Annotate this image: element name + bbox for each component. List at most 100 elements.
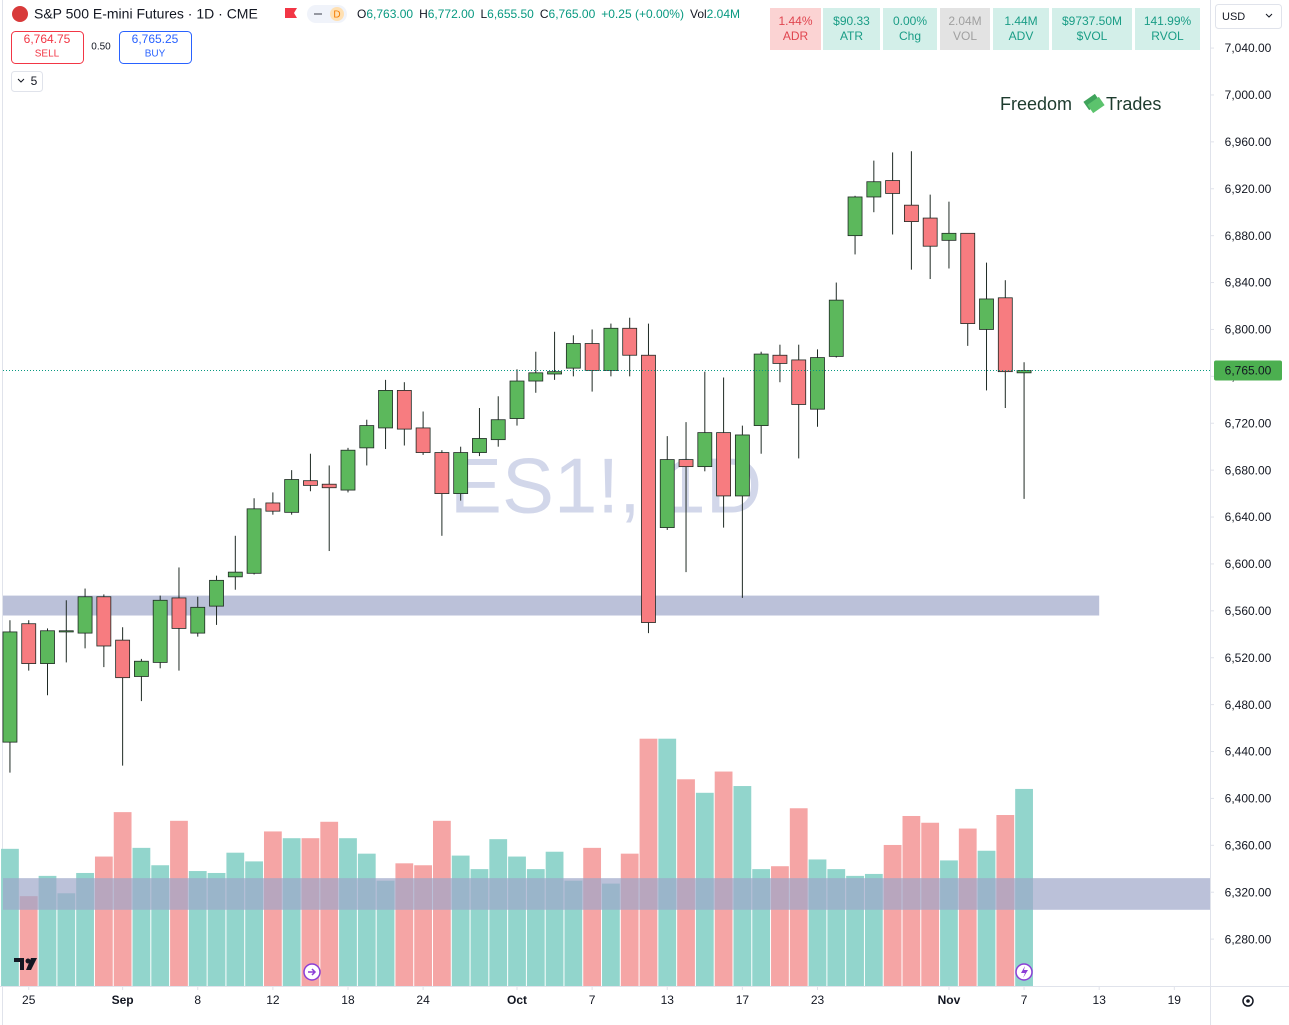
candle-body bbox=[378, 390, 393, 429]
candle-body bbox=[941, 232, 957, 241]
y-tick-label: 6,800.00 bbox=[1225, 323, 1272, 337]
candle-body bbox=[434, 452, 450, 494]
flag-icon[interactable] bbox=[285, 8, 297, 18]
stat-label: ADR bbox=[783, 29, 809, 43]
stat-box bbox=[770, 8, 821, 50]
x-tick-label: 12 bbox=[266, 993, 280, 1007]
interval-text: D bbox=[333, 10, 340, 21]
candle-body bbox=[171, 597, 187, 629]
ohlc-value: 6,655.50 bbox=[487, 7, 534, 21]
currency-chevron bbox=[1265, 13, 1273, 18]
symbol-logo[interactable] bbox=[12, 6, 28, 22]
candle-body bbox=[415, 427, 431, 453]
volume-bar bbox=[508, 856, 526, 986]
volume-value: 2.04M bbox=[707, 7, 740, 21]
y-tick-label: 6,640.00 bbox=[1225, 510, 1272, 524]
candle-body bbox=[997, 297, 1013, 373]
volume-bar bbox=[883, 844, 902, 986]
spread: 0.50 bbox=[91, 42, 111, 53]
stat-box bbox=[883, 8, 937, 50]
x-tick-label: 23 bbox=[811, 993, 825, 1007]
candle-body bbox=[303, 480, 318, 486]
y-tick-label: 7,000.00 bbox=[1225, 88, 1272, 102]
y-tick-label: 6,560.00 bbox=[1225, 604, 1272, 618]
candle-body bbox=[96, 596, 112, 647]
candle-body bbox=[77, 596, 93, 634]
symbol-title[interactable]: S&P 500 E-mini Futures · 1D · CME bbox=[34, 6, 258, 22]
sell-button[interactable] bbox=[11, 31, 84, 64]
ohlc-value: 6,765.00 bbox=[549, 7, 596, 21]
candle-body bbox=[960, 232, 976, 324]
candle-body bbox=[190, 606, 206, 634]
currency-select[interactable] bbox=[1215, 4, 1282, 29]
y-tick-label: 6,680.00 bbox=[1225, 463, 1272, 477]
volume-bar bbox=[301, 838, 320, 986]
volume-bar bbox=[1, 848, 19, 986]
candle-body bbox=[772, 354, 788, 364]
volume-bar bbox=[658, 738, 677, 986]
candle-body bbox=[472, 438, 487, 453]
volume-bar bbox=[583, 847, 602, 986]
stat-label: ATR bbox=[840, 29, 863, 43]
candle-body bbox=[209, 579, 224, 607]
settings-icon[interactable] bbox=[1242, 995, 1254, 1007]
candle-body bbox=[284, 479, 300, 513]
buy-price[interactable]: 6,765.25 bbox=[132, 32, 179, 46]
volume-bar bbox=[489, 839, 508, 986]
buy-label[interactable]: BUY bbox=[145, 49, 166, 60]
stat-value: 1.44% bbox=[778, 14, 812, 28]
stat-label: Chg bbox=[899, 29, 921, 43]
sell-price[interactable]: 6,764.75 bbox=[24, 32, 71, 46]
volume-bar bbox=[94, 856, 113, 986]
currency[interactable]: USD bbox=[1222, 11, 1245, 23]
watermark: ES1!, 1D bbox=[450, 442, 762, 530]
ohlc-line: O6,763.00 H6,772.00 L6,655.50 C6,765.00 +0.2… bbox=[357, 7, 740, 21]
candle-body bbox=[885, 180, 901, 194]
ohlc-value: 6,772.00 bbox=[428, 7, 475, 21]
last-price-box bbox=[1214, 360, 1282, 381]
y-tick-label: 6,400.00 bbox=[1225, 792, 1272, 806]
candle-body bbox=[697, 432, 713, 468]
y-tick-label: 6,840.00 bbox=[1225, 276, 1272, 290]
candle-body bbox=[134, 660, 149, 677]
candle-body bbox=[678, 459, 694, 468]
candle-body bbox=[490, 419, 506, 441]
candle-body bbox=[547, 371, 562, 375]
candle-body bbox=[453, 452, 469, 494]
stat-box bbox=[1135, 8, 1200, 50]
candle-body bbox=[979, 298, 994, 330]
volume-bar bbox=[57, 893, 76, 986]
stat-value: 141.99% bbox=[1144, 14, 1192, 28]
x-tick-label: 13 bbox=[661, 993, 675, 1007]
stat-box bbox=[1052, 8, 1132, 50]
x-tick-label: 19 bbox=[1168, 993, 1182, 1007]
candle-body bbox=[359, 425, 375, 449]
sell-label[interactable]: SELL bbox=[35, 49, 60, 60]
candle-body bbox=[509, 380, 525, 419]
candle-body bbox=[903, 204, 919, 222]
stat-value: 0.00% bbox=[893, 14, 927, 28]
x-tick-label: 18 bbox=[341, 993, 355, 1007]
x-tick-label: 24 bbox=[416, 993, 430, 1007]
volume-bar bbox=[282, 838, 301, 986]
candle-body bbox=[716, 432, 731, 497]
stat-box bbox=[993, 8, 1049, 50]
candle-body bbox=[810, 357, 825, 410]
volume-bar bbox=[545, 851, 564, 986]
candle-body bbox=[753, 353, 769, 426]
indicator-toggle[interactable] bbox=[11, 71, 43, 92]
x-tick-label: Sep bbox=[112, 993, 134, 1007]
stat-value: $90.33 bbox=[833, 14, 870, 28]
volume-bar bbox=[357, 853, 376, 986]
buy-button[interactable] bbox=[119, 31, 192, 64]
event-arrow bbox=[308, 968, 317, 976]
event-bolt bbox=[1021, 966, 1028, 978]
candle-body bbox=[21, 623, 37, 664]
ohlc-key: O bbox=[357, 7, 366, 21]
volume-bar bbox=[451, 855, 470, 986]
candle-body bbox=[659, 459, 675, 528]
stat-box bbox=[823, 8, 880, 50]
y-tick-label: 6,880.00 bbox=[1225, 229, 1272, 243]
